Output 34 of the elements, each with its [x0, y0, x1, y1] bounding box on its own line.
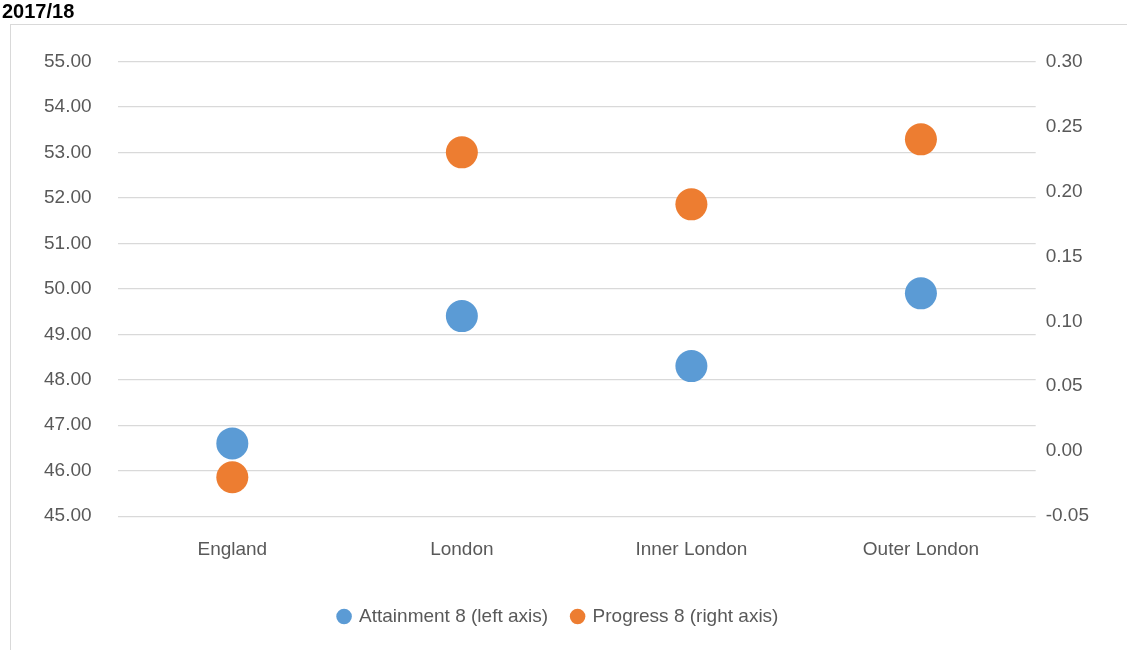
- y-tick-label: 47.00: [44, 413, 92, 435]
- point: [675, 350, 708, 383]
- legend-label: Attainment 8 (left axis): [359, 604, 549, 626]
- y-tick-label: 51.00: [44, 231, 92, 253]
- y-tick-label: 46.00: [44, 458, 92, 480]
- y-tick-label: 53.00: [44, 140, 92, 162]
- y-tick-label: 49.00: [44, 322, 92, 344]
- y-tick-label: 45.00: [44, 504, 92, 526]
- point: [445, 136, 478, 169]
- y2-tick-label: 0.15: [1045, 244, 1083, 266]
- x-tick-label: Outer London: [862, 537, 980, 559]
- y2-tick-label: 0.30: [1045, 49, 1083, 71]
- legend-label: Progress 8 (right axis): [592, 604, 779, 626]
- point: [904, 123, 937, 156]
- point: [675, 188, 708, 221]
- y-tick-label: 55.00: [44, 49, 92, 71]
- point: [904, 277, 937, 310]
- point: [445, 300, 478, 333]
- y2-tick-label: 0.05: [1045, 374, 1083, 396]
- y2-tick-label: 0.25: [1045, 114, 1083, 136]
- y-tick-label: 52.00: [44, 186, 92, 208]
- point: [216, 461, 249, 494]
- point: [216, 427, 249, 460]
- y2-tick-label: 0.10: [1045, 309, 1083, 331]
- x-tick-label: Inner London: [635, 537, 748, 559]
- chart-title: 2017/18: [2, 0, 75, 22]
- y2-tick-label: -0.05: [1045, 504, 1090, 526]
- y2-tick-label: 0.20: [1045, 179, 1083, 201]
- y-tick-label: 48.00: [44, 367, 92, 389]
- y-tick-label: 50.00: [44, 277, 92, 299]
- x-tick-label: London: [430, 537, 494, 559]
- y2-tick-label: 0.00: [1045, 439, 1083, 461]
- x-tick-label: England: [197, 537, 268, 559]
- y-tick-label: 54.00: [44, 95, 92, 117]
